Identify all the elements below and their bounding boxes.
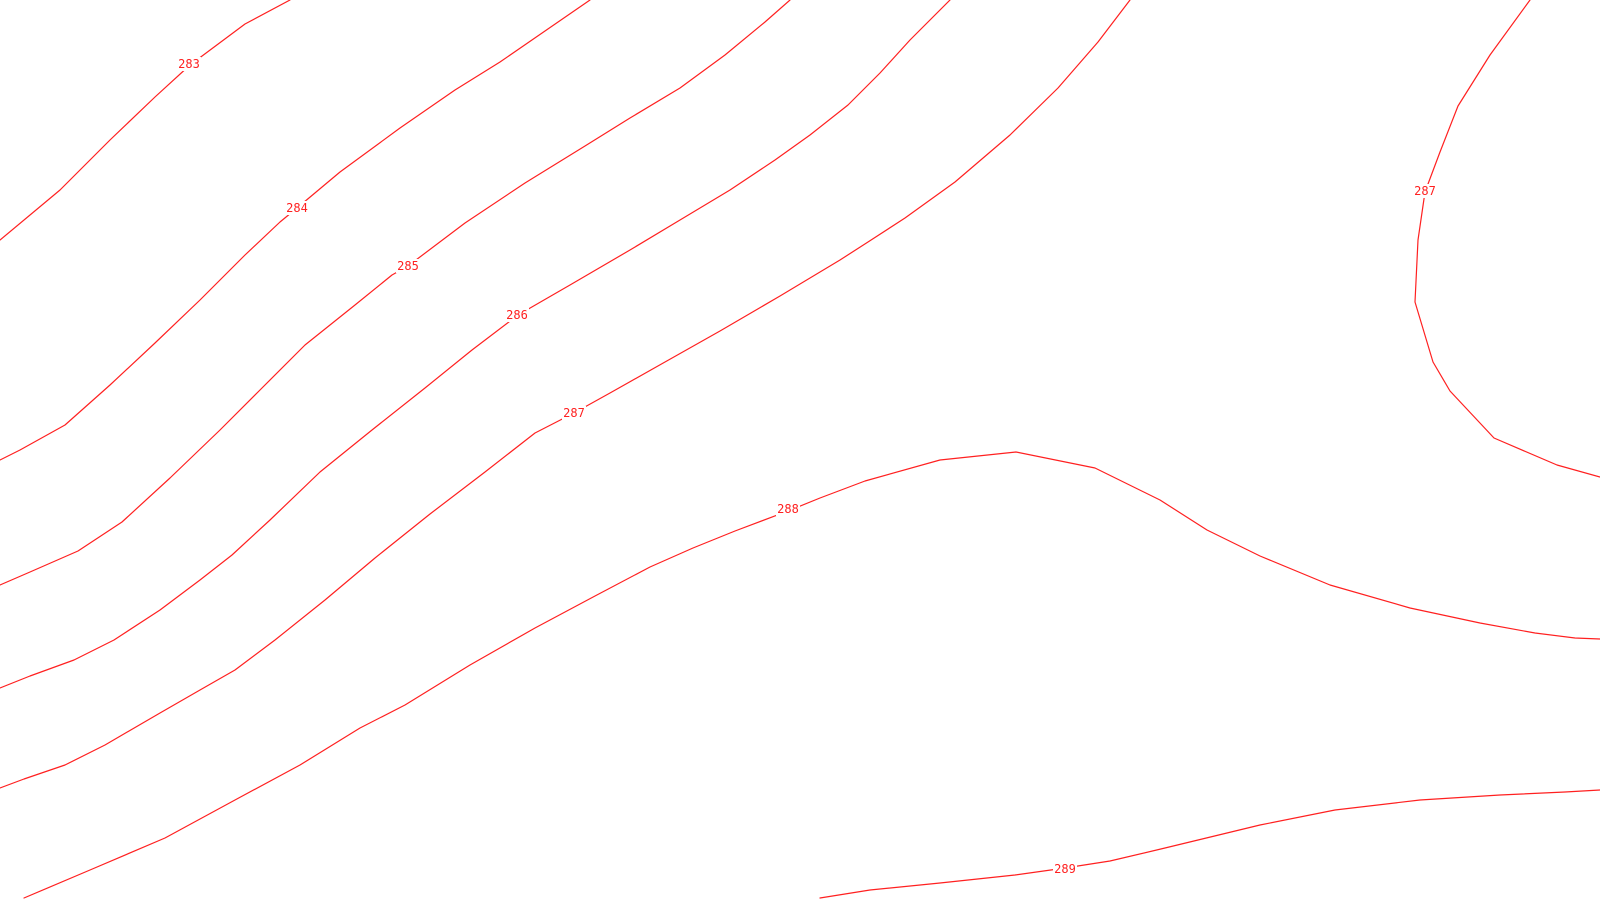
- contour-label-288: 288: [777, 502, 799, 516]
- contour-287-right: 287: [1413, 0, 1600, 478]
- contour-line-287-right: [1414, 0, 1600, 478]
- contour-288: 288: [23, 451, 1600, 899]
- contour-line-284: [0, 0, 591, 461]
- contour-label-289: 289: [1054, 862, 1076, 876]
- contour-line-285: [0, 0, 791, 586]
- contour-label-287: 287: [563, 406, 585, 420]
- contour-287: 287: [0, 0, 1131, 789]
- contour-label-286: 286: [506, 308, 528, 322]
- contour-283: 283: [0, 0, 291, 241]
- contour-line-286: [0, 0, 951, 689]
- contour-line-288: [23, 451, 1600, 899]
- contour-285: 285: [0, 0, 791, 586]
- contour-289: 289: [819, 789, 1600, 899]
- contour-label-287-right: 287: [1414, 184, 1436, 198]
- contour-286: 286: [0, 0, 951, 689]
- contour-line-289: [819, 789, 1600, 899]
- contour-284: 284: [0, 0, 591, 461]
- contour-line-287: [0, 0, 1131, 789]
- contour-label-284: 284: [286, 201, 308, 215]
- contour-label-283: 283: [178, 57, 200, 71]
- contour-line-283: [0, 0, 291, 241]
- contour-label-285: 285: [397, 259, 419, 273]
